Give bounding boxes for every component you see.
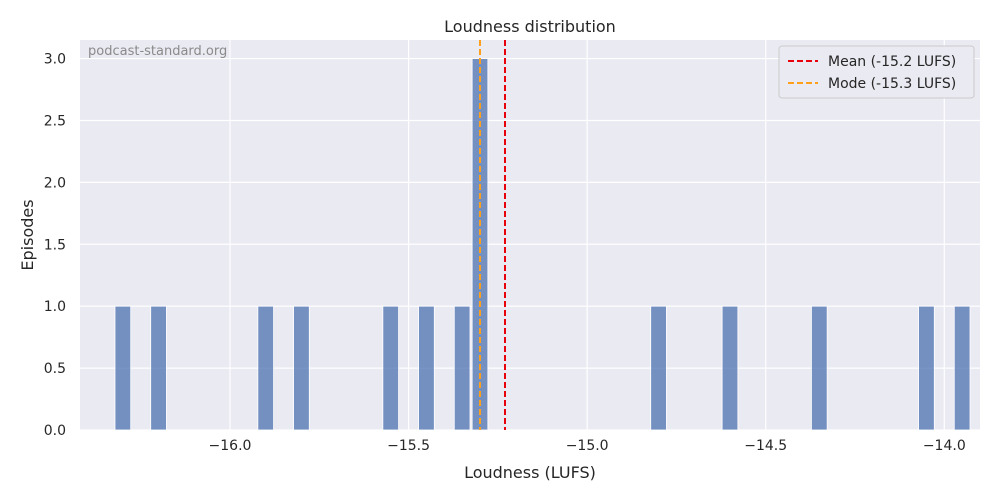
y-tick-label: 3.0 — [44, 52, 66, 68]
histogram-bar — [382, 305, 399, 431]
chart-title: Loudness distribution — [444, 17, 616, 36]
x-tick-label: −15.5 — [387, 438, 430, 454]
x-tick-labels: −16.0 −15.5 −15.0 −14.5 −14.0 — [209, 438, 966, 454]
legend-mean-label: Mean (-15.2 LUFS) — [828, 54, 956, 70]
watermark: podcast-standard.org — [88, 44, 227, 59]
grid — [80, 40, 980, 431]
histogram-bars — [114, 58, 971, 431]
y-tick-label: 2.0 — [44, 175, 66, 191]
y-tick-labels: 0.0 0.5 1.0 1.5 2.0 2.5 3.0 — [44, 52, 66, 439]
histogram-bar — [114, 305, 132, 431]
histogram-bar — [650, 305, 667, 431]
y-tick-label: 0.5 — [44, 361, 66, 377]
histogram-bar — [257, 305, 274, 431]
y-axis-label: Episodes — [18, 199, 37, 270]
y-tick-label: 2.5 — [44, 113, 66, 129]
histogram-bar — [918, 305, 935, 431]
x-tick-label: −15.0 — [566, 438, 609, 454]
reference-lines — [479, 40, 506, 430]
x-tick-label: −14.5 — [744, 438, 787, 454]
legend-box — [778, 45, 975, 99]
legend: Mean (-15.2 LUFS) Mode (-15.3 LUFS) — [778, 45, 975, 99]
histogram-bar — [150, 305, 167, 431]
x-axis-label: Loudness (LUFS) — [464, 463, 596, 482]
histogram-bar — [721, 305, 739, 431]
y-tick-label: 0.0 — [44, 423, 66, 439]
y-tick-label: 1.5 — [44, 237, 66, 253]
histogram-bar — [953, 305, 971, 431]
histogram-bar — [293, 305, 310, 431]
histogram-bar — [453, 305, 471, 431]
x-tick-label: −16.0 — [209, 438, 252, 454]
histogram-bar — [418, 305, 435, 431]
histogram-bar — [811, 305, 828, 431]
legend-mode-label: Mode (-15.3 LUFS) — [828, 76, 956, 92]
y-tick-label: 1.0 — [44, 299, 66, 315]
x-tick-label: −14.0 — [923, 438, 966, 454]
